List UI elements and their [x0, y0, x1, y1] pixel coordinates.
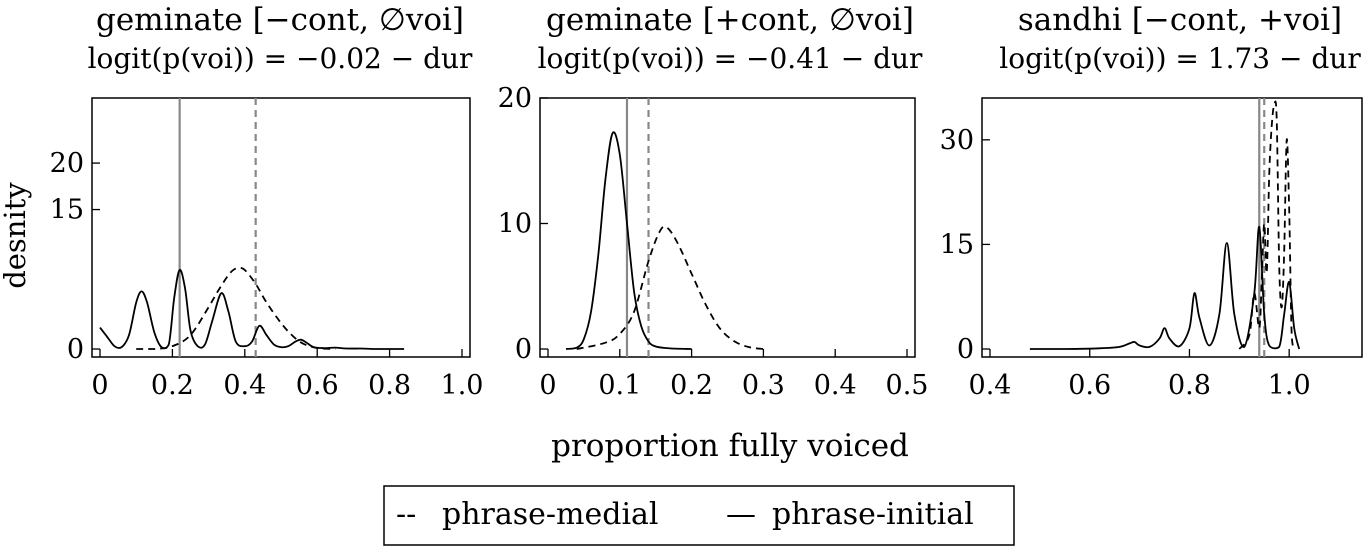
y-tick-label: 0 [515, 334, 532, 365]
legend-initial-marker: — [726, 497, 756, 532]
legend-medial-label: phrase-medial [442, 497, 659, 532]
plot-frame [539, 97, 916, 358]
x-tick-label: 0 [539, 370, 556, 401]
x-tick-label: 0.8 [1168, 370, 1211, 401]
x-tick-label: 1.0 [1268, 370, 1311, 401]
x-tick-label: 0.4 [223, 370, 266, 401]
series-phrase-initial [99, 269, 405, 350]
series-phrase-medial [576, 225, 764, 350]
x-tick-label: 0.8 [368, 370, 411, 401]
y-tick-label: 10 [498, 209, 532, 240]
panel-equation: logit(p(voi)) = −0.02 − dur [88, 42, 473, 75]
panel-1: geminate [−cont, ∅voi] logit(p(voi)) = −0… [0, 2, 483, 401]
y-axis-label: desnity [0, 182, 32, 289]
series-phrase-medial [1238, 100, 1296, 350]
x-tick-label: 0.5 [886, 370, 929, 401]
x-tick-label: 0.6 [296, 370, 339, 401]
legend-initial-label: phrase-initial [772, 497, 974, 532]
x-tick-label: 1.0 [441, 370, 484, 401]
plot-frame [981, 97, 1363, 358]
panel-equation: logit(p(voi)) = 1.73 − dur [999, 42, 1361, 75]
legend-medial-marker: -- [396, 497, 416, 532]
y-tick-label: 0 [957, 334, 974, 365]
legend-box [383, 485, 1015, 546]
x-tick-label: 0.4 [969, 370, 1012, 401]
x-tick-label: 0.3 [742, 370, 785, 401]
x-tick-label: 0 [91, 370, 108, 401]
panel-2: geminate [+cont, ∅voi] logit(p(voi)) = −0… [498, 2, 929, 401]
y-tick-label: 20 [50, 148, 84, 179]
legend: -- phrase-medial — phrase-initial [383, 485, 1015, 546]
y-tick-label: 15 [50, 195, 84, 226]
y-tick-label: 30 [940, 125, 974, 156]
y-tick-label: 15 [940, 229, 974, 260]
x-tick-label: 0.2 [670, 370, 713, 401]
series-phrase-initial [565, 131, 692, 350]
series-phrase-medial [136, 266, 336, 350]
panel-equation: logit(p(voi)) = −0.41 − dur [538, 42, 923, 75]
x-axis-label: proportion fully voiced [551, 428, 909, 464]
panel-title: geminate [+cont, ∅voi] [546, 2, 914, 38]
y-tick-label: 0 [67, 334, 84, 365]
panels: geminate [−cont, ∅voi] logit(p(voi)) = −0… [0, 2, 1363, 401]
panel-title: sandhi [−cont, +voi] [1018, 2, 1342, 38]
panel-title: geminate [−cont, ∅voi] [96, 2, 464, 38]
x-tick-label: 0.2 [151, 370, 194, 401]
x-tick-label: 0.1 [598, 370, 641, 401]
panel-3: sandhi [−cont, +voi] logit(p(voi)) = 1.73… [940, 2, 1363, 401]
x-tick-label: 0.4 [814, 370, 857, 401]
x-tick-label: 0.6 [1068, 370, 1111, 401]
plot-frame [91, 97, 471, 358]
series-phrase-initial [1029, 226, 1301, 350]
y-tick-label: 20 [498, 83, 532, 114]
